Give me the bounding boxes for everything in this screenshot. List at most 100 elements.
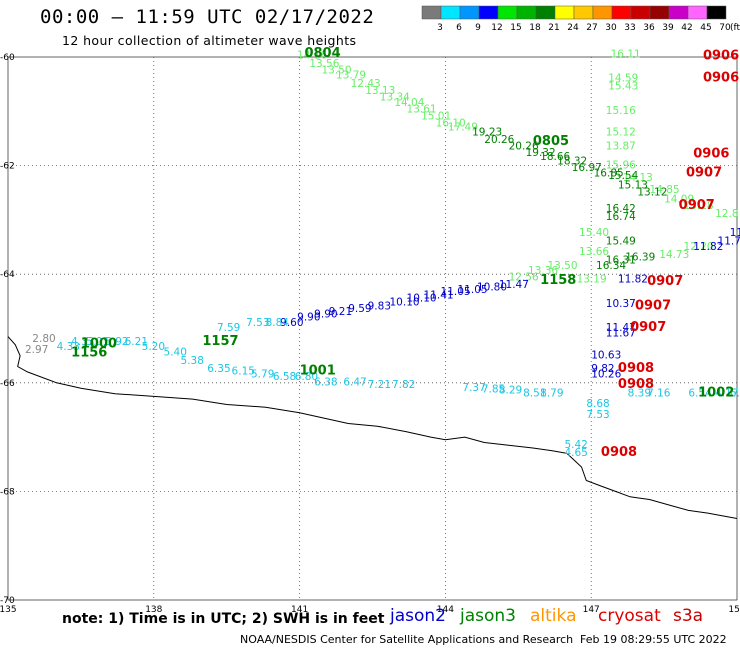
swh-value-label: 14.85 — [650, 184, 680, 196]
colorbar-swatch — [554, 5, 575, 20]
swh-value-label: 16.34 — [596, 260, 626, 272]
swh-value-label: 15.43 — [608, 81, 638, 93]
pass-time-label: 0907 — [686, 165, 722, 180]
swh-value-label: 15.40 — [579, 227, 609, 239]
colorbar-tick: 42 — [681, 23, 692, 33]
swh-value-label: 18.66 — [540, 151, 570, 163]
swh-value-label: 14.16 — [297, 50, 327, 62]
x-tick-label: 138 — [145, 605, 162, 615]
swh-value-label: 14.09 — [664, 194, 694, 206]
x-tick-label: 144 — [437, 605, 454, 615]
colorbar-swatch — [611, 5, 632, 20]
swh-value-label: 5.92 — [105, 336, 128, 348]
y-tick-label: -66 — [0, 379, 15, 389]
swh-value-label: 6.15 — [232, 366, 255, 378]
swh-value-label: 8.51 — [523, 387, 546, 399]
plot-area: 135 138 141 144 147 150 -60 -62 -64 -66 -68 -70 14.1… — [0, 46, 740, 615]
swh-value-label: 13.13 — [365, 85, 395, 97]
pass-time-label: 0908 — [601, 445, 637, 460]
swh-value-label: 6.80 — [295, 371, 318, 383]
swh-value-label: 10.37 — [606, 298, 636, 310]
swh-value-label: 4.17 — [715, 387, 738, 399]
colorbar-tick: 27 — [586, 23, 597, 33]
swh-value-label: 10.80 — [477, 281, 507, 293]
colorbar-swatch — [649, 5, 670, 20]
colorbar-tick: 30 — [605, 23, 617, 33]
sat-label-altika: altika — [530, 606, 577, 626]
colorbar-swatch — [573, 5, 594, 20]
swh-value-label: 17.49 — [448, 121, 478, 133]
swh-value-label: 15.54 — [608, 170, 638, 182]
colorbar-swatch — [706, 5, 727, 20]
swh-value-label: 2.97 — [25, 344, 48, 356]
swh-value-label: 12.43 — [351, 78, 381, 90]
swh-value-label: 5.38 — [181, 355, 204, 367]
swh-value-label: 20.26 — [509, 140, 539, 152]
pass-time-label: 0907 — [679, 198, 715, 213]
colorbar-swatch — [630, 5, 651, 20]
colorbar-tick: 15 — [510, 23, 521, 33]
swh-value-label: 13.50 — [321, 64, 351, 76]
swh-value-label: 4.65 — [564, 447, 587, 459]
pass-time-label: 0907 — [630, 320, 666, 335]
swh-value-label: 11.67 — [606, 328, 636, 340]
swh-value-label: 14.59 — [608, 72, 638, 84]
colorbar-swatch — [668, 5, 689, 20]
swh-value-label: 15.12 — [606, 127, 636, 139]
swh-value-label: 11.47 — [606, 322, 636, 334]
swh-value-label: 10.26 — [591, 368, 621, 380]
swh-value-label: 16.10 — [436, 118, 466, 130]
swh-value-label: 7.53 — [586, 409, 609, 421]
swh-value-label: 19.32 — [526, 147, 556, 159]
colorbar-swatch — [497, 5, 518, 20]
swh-value-label: 16.11 — [611, 49, 641, 61]
swh-value-label: 6.54 — [688, 387, 712, 399]
colorbar-unit: (ft) — [730, 23, 740, 33]
swh-value-label: 13.66 — [579, 246, 609, 258]
colorbar-swatch — [459, 5, 480, 20]
swh-value-label: 2.80 — [32, 333, 55, 345]
footer-note: note: 1) Time is in UTC; 2) SWH is in fe… — [62, 611, 385, 627]
pass-time-label: 0804 — [304, 46, 340, 61]
pass-time-label: 0906 — [693, 146, 729, 161]
swh-value-label: 12.8 — [715, 208, 738, 220]
swh-value-label: 15.49 — [606, 235, 636, 247]
generated-timestamp: Feb 19 08:29:55 UTC 2022 — [580, 633, 727, 646]
colorbar-swatch — [687, 5, 708, 20]
swh-value-label: 5.79 — [251, 368, 274, 380]
sat-label-jason3: jason3 — [460, 606, 516, 626]
swh-value-label: 14.13 — [623, 172, 653, 184]
swh-value-label: 6.38 — [314, 377, 337, 389]
swh-value-label: 6.35 — [207, 363, 230, 375]
swh-value-label: 5.40 — [164, 347, 187, 359]
swh-value-label: 18.32 — [557, 156, 587, 168]
swh-value-label: 7.82 — [392, 379, 415, 391]
colorbar-tick: 9 — [475, 23, 481, 33]
x-tick-label: 147 — [583, 605, 600, 615]
x-tick-label: 135 — [0, 605, 17, 615]
swh-value-label: 11.82 — [618, 273, 648, 285]
colorbar-tick: 3 — [437, 23, 443, 33]
chart-title: 00:00 — 11:59 UTC 02/17/2022 — [40, 6, 375, 28]
swh-value-label: 15.96 — [606, 159, 636, 171]
swh-value-label: 14.73 — [659, 249, 689, 261]
colorbar-swatch — [440, 5, 461, 20]
swh-value-label: 16.31 — [606, 254, 636, 266]
colorbar-tick: 12 — [491, 23, 502, 33]
swh-value-label: 11.05 — [458, 284, 488, 296]
colorbar-tick: 33 — [624, 23, 635, 33]
colorbar-swatch — [592, 5, 613, 20]
swh-value-label: 11.47 — [499, 279, 529, 291]
swh-value-label: 13.50 — [547, 260, 577, 272]
swh-value-label: 7.53 — [246, 317, 269, 329]
swh-value-label: 6.58 — [273, 371, 296, 383]
sat-label-s3a: s3a — [673, 606, 704, 626]
colorbar-tick: 24 — [567, 23, 579, 33]
colorbar-swatch — [516, 5, 537, 20]
swh-value-label: 9.21 — [329, 306, 352, 318]
swh-value-label: 6.21 — [125, 336, 148, 348]
swh-value-label: 7.21 — [368, 379, 391, 391]
swh-value-label: 13.79 — [336, 70, 366, 82]
pass-time-label: 0906 — [703, 70, 739, 85]
